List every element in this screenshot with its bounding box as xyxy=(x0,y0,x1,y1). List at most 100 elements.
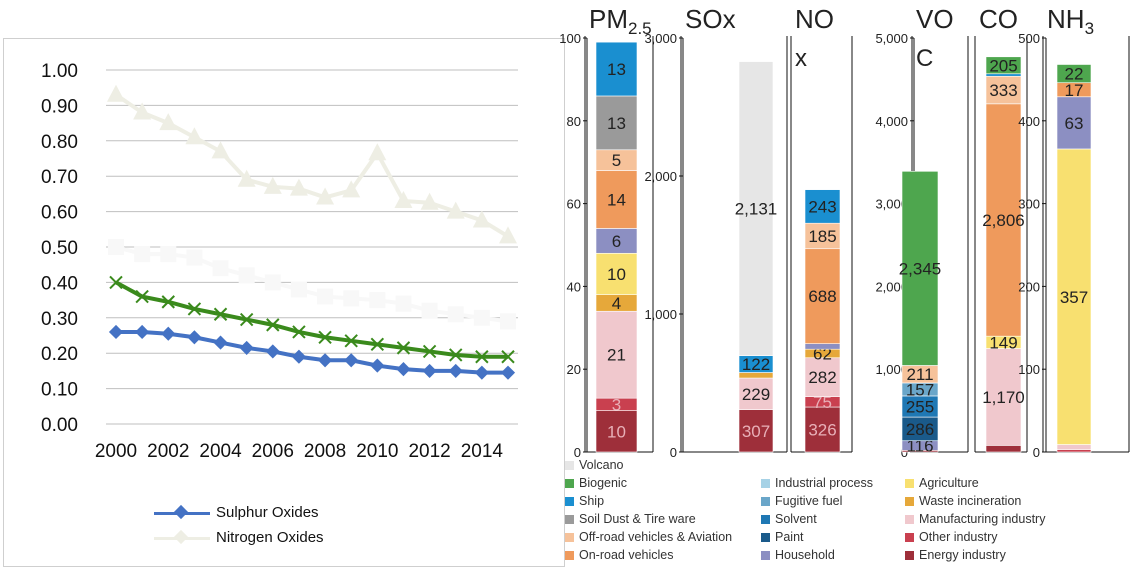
legend-label: Waste incineration xyxy=(919,494,1022,508)
data-point xyxy=(134,246,151,263)
bar-segment-bio xyxy=(985,56,1022,75)
data-point xyxy=(108,239,124,255)
data-point xyxy=(475,350,489,364)
data-point xyxy=(291,349,307,364)
data-point xyxy=(239,312,254,327)
y-tick-label: 4,000 xyxy=(875,114,908,129)
data-point xyxy=(187,302,202,316)
data-point xyxy=(133,102,152,120)
legend-swatch xyxy=(761,550,770,560)
y-tick-label: 60 xyxy=(567,197,581,212)
data-label: 688 xyxy=(808,287,836,306)
data-point xyxy=(395,295,412,312)
legend-swatch xyxy=(761,478,770,488)
data-point xyxy=(317,288,334,305)
legend-swatch xyxy=(565,514,574,524)
data-point xyxy=(317,353,333,368)
data-label: 63 xyxy=(1065,114,1084,133)
y-tick-label: 40 xyxy=(567,279,581,294)
x-tick-label: 2004 xyxy=(199,441,242,462)
y-tick-label: 0.10 xyxy=(41,380,78,401)
y-tick-label: 0.80 xyxy=(41,132,78,153)
emissions-legend: Volcano Biogenic Ship Soil Dust & Tire ware… xyxy=(565,458,1135,566)
legend-swatch xyxy=(565,496,574,506)
series-line xyxy=(114,93,510,239)
legend-label: Other industry xyxy=(919,530,998,544)
data-label: 282 xyxy=(808,368,836,387)
y-tick-label: 0 xyxy=(574,445,581,460)
panel-title: PM2.5 xyxy=(589,4,652,38)
legend-item-solvent: Solvent xyxy=(761,512,817,526)
data-label: 13 xyxy=(607,60,626,79)
legend-swatch xyxy=(905,496,914,506)
bar-segment-bio xyxy=(901,171,939,366)
y-tick-label: 3,000 xyxy=(644,31,677,46)
data-label: 75 xyxy=(813,393,832,412)
data-label: 205 xyxy=(989,56,1017,75)
data-label: 333 xyxy=(989,81,1017,100)
data-point xyxy=(238,267,255,284)
data-point xyxy=(289,178,308,196)
data-point xyxy=(318,330,332,344)
y-tick-label: 0 xyxy=(901,445,908,460)
bar-segment-soil xyxy=(595,95,638,151)
y-tick-label: 1,000 xyxy=(875,362,908,377)
bar-segment-energy xyxy=(804,406,841,453)
data-label: 13 xyxy=(607,114,626,133)
panel-title: VO xyxy=(916,4,954,34)
data-label: 211 xyxy=(906,365,933,384)
panel-title: NO xyxy=(795,4,834,34)
x-tick-label: 2008 xyxy=(304,441,346,462)
bar-segment-volc xyxy=(738,61,774,356)
data-label: 2,131 xyxy=(735,200,778,219)
x-tick-label: 2010 xyxy=(356,441,398,462)
data-point xyxy=(187,330,202,345)
data-point xyxy=(396,362,411,377)
data-label: 22 xyxy=(1065,65,1084,84)
data-label: 157 xyxy=(906,380,934,399)
data-point xyxy=(344,353,359,368)
data-point xyxy=(108,324,124,340)
data-point xyxy=(265,344,280,359)
data-label: 6 xyxy=(612,232,621,251)
data-label: 357 xyxy=(1060,288,1088,307)
legend-label: Solvent xyxy=(775,512,817,526)
data-label: 10 xyxy=(607,422,626,441)
legend-swatch-sulphur xyxy=(154,504,210,521)
panel-co: CO 1,170 149 2,806 333 205 xyxy=(975,4,1027,453)
legend-swatch-nitrogen xyxy=(154,529,210,546)
bar-segment-house xyxy=(804,343,841,350)
y-tick-label: 500 xyxy=(1018,31,1040,46)
data-point xyxy=(239,340,254,355)
y-tick-label: 100 xyxy=(559,31,581,46)
legend-item-energy: Energy industry xyxy=(905,548,1006,562)
legend-swatch xyxy=(905,532,914,542)
y-tick-label: 200 xyxy=(1018,279,1040,294)
legend-item-fugitive: Fugitive fuel xyxy=(761,494,842,508)
data-point xyxy=(369,292,386,309)
legend-swatch xyxy=(761,532,770,542)
panel-title: NH3 xyxy=(1047,4,1094,38)
bar-segment-ship xyxy=(804,189,841,224)
legend-swatch xyxy=(761,496,770,506)
x-tick-label: 2012 xyxy=(408,441,450,462)
data-point xyxy=(447,306,464,323)
x-tick-label: 2006 xyxy=(252,441,294,462)
data-point xyxy=(473,309,490,326)
y-tick-label: 3,000 xyxy=(875,197,908,212)
data-label: 3 xyxy=(612,395,621,414)
data-point xyxy=(160,246,177,263)
data-point xyxy=(135,289,149,304)
y-tick-label: 300 xyxy=(1018,197,1040,212)
legend-item-sulphur-oxides: Sulphur Oxides xyxy=(154,504,319,521)
legend-item-agri: Agriculture xyxy=(905,476,979,490)
bar-segment-bio xyxy=(1056,64,1092,84)
series-nitrogen-oxides xyxy=(107,84,517,244)
bar-segment-mfg xyxy=(804,357,841,397)
y-tick-label: 2,000 xyxy=(644,169,677,184)
bar-segment-onroad xyxy=(595,170,638,229)
bar-segment-offroad xyxy=(804,222,841,250)
data-point xyxy=(263,176,282,194)
data-point xyxy=(500,313,516,330)
